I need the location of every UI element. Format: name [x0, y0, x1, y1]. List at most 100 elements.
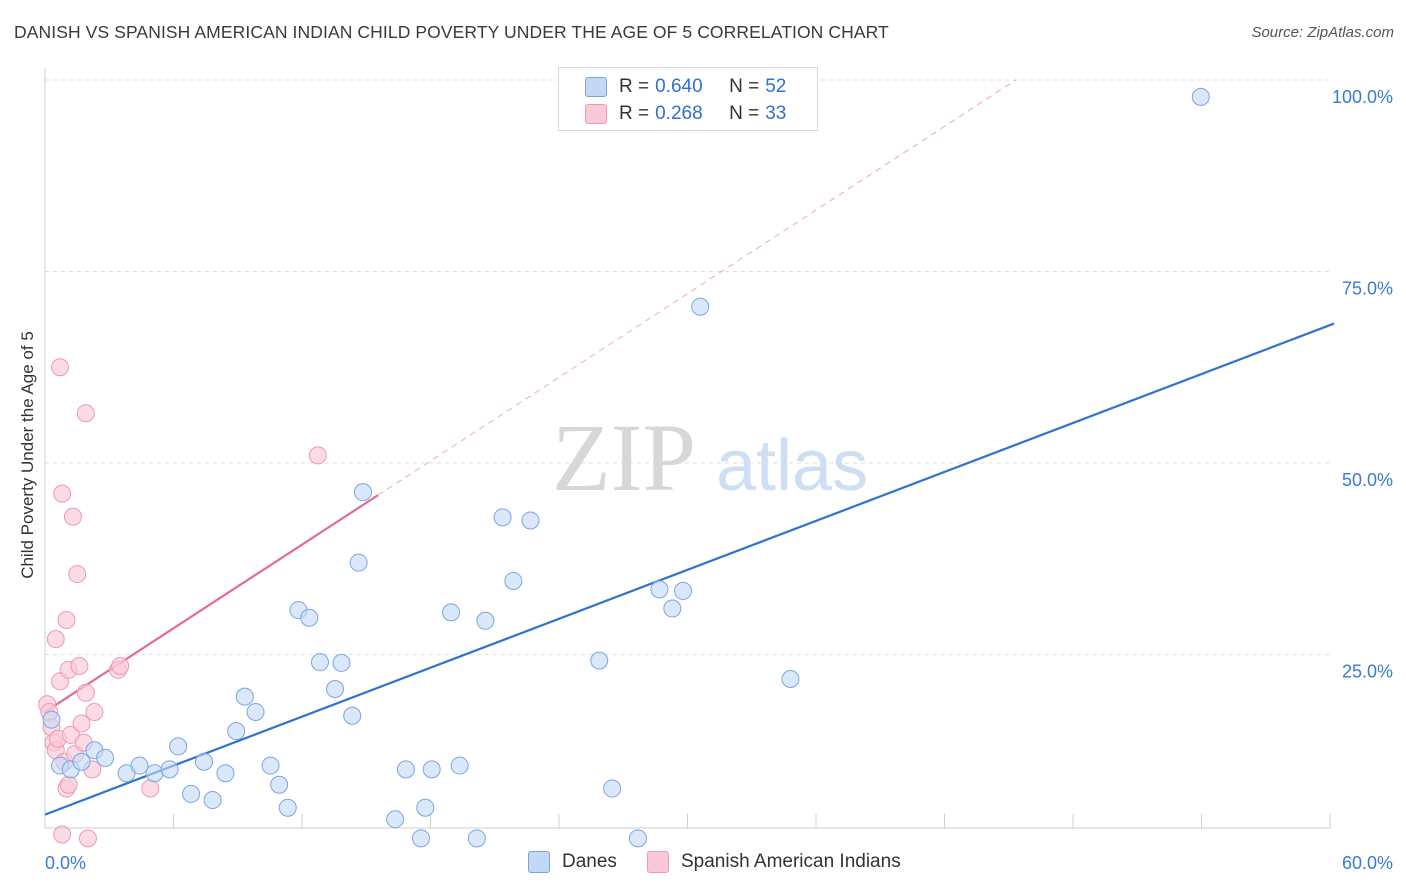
- danes-point-14: [216, 764, 235, 783]
- danes-point-16: [235, 687, 254, 706]
- danes-point-31: [411, 829, 430, 848]
- danes-point-24: [326, 679, 345, 698]
- spanish-trend-extension: [377, 79, 1017, 496]
- danes-point-35: [450, 756, 469, 775]
- spanish-point-21: [72, 714, 91, 733]
- danes-point-18: [261, 756, 280, 775]
- danes-r-label: R =: [619, 76, 650, 97]
- spanish-point-13: [57, 611, 76, 630]
- danes-r-value: 0.640: [655, 76, 703, 97]
- chart-title: DANISH VS SPANISH AMERICAN INDIAN CHILD …: [14, 22, 889, 42]
- danes-legend-swatch: [528, 851, 550, 873]
- spanish-point-29: [111, 656, 130, 675]
- danes-point-27: [349, 553, 368, 572]
- danes-swatch: [585, 77, 607, 97]
- danes-trend-line: [44, 322, 1335, 816]
- spanish-points: [38, 358, 327, 848]
- source-label: Source: ZipAtlas.com: [1251, 24, 1394, 41]
- bottom-legend-spanish[interactable]: Spanish American Indians: [647, 851, 901, 873]
- x-tick-label-min: 0.0%: [45, 853, 86, 873]
- danes-point-11: [182, 784, 201, 803]
- spanish-point-20: [70, 656, 89, 675]
- tick-labels: 25.0% 50.0% 75.0% 100.0% 0.0% 60.0%: [45, 87, 1393, 873]
- spanish-n-label: N =: [729, 103, 760, 124]
- danes-point-44: [650, 580, 669, 599]
- danes-point-48: [781, 670, 800, 689]
- danes-point-3: [72, 752, 91, 771]
- watermark: ZIP atlas: [552, 404, 868, 511]
- y-tick-label-100: 100.0%: [1332, 87, 1393, 107]
- spanish-legend-label: Spanish American Indians: [681, 851, 901, 872]
- spanish-trend-line: [44, 494, 379, 713]
- spanish-point-31: [308, 446, 327, 465]
- danes-point-33: [422, 760, 441, 779]
- spanish-r-label: R =: [619, 103, 650, 124]
- spanish-point-24: [76, 683, 95, 702]
- danes-point-45: [663, 599, 682, 618]
- danes-point-46: [674, 581, 693, 600]
- danes-point-32: [416, 798, 435, 817]
- legend-row-danes: R = 0.640 N = 52: [585, 74, 786, 100]
- y-tick-label-75: 75.0%: [1342, 279, 1393, 299]
- y-tick-label-25: 25.0%: [1342, 662, 1393, 682]
- bottom-legend-danes[interactable]: Danes: [528, 851, 617, 873]
- danes-point-15: [227, 722, 246, 741]
- legend-row-spanish: R = 0.268 N = 33: [585, 101, 786, 127]
- gridlines: [45, 79, 1330, 655]
- danes-point-34: [442, 603, 461, 622]
- danes-point-47: [691, 297, 710, 316]
- danes-point-0: [42, 710, 61, 729]
- spanish-point-9: [53, 825, 72, 844]
- danes-point-12: [194, 752, 213, 771]
- danes-point-13: [203, 791, 222, 810]
- danes-point-23: [310, 653, 329, 672]
- spanish-point-5: [46, 630, 65, 649]
- spanish-point-27: [85, 702, 104, 721]
- y-tick-label-50: 50.0%: [1342, 470, 1393, 490]
- spanish-swatch: [585, 104, 607, 124]
- spanish-point-10: [53, 484, 72, 503]
- danes-point-49: [1191, 87, 1210, 106]
- danes-point-38: [493, 508, 512, 527]
- spanish-point-8: [51, 358, 70, 377]
- danes-point-25: [332, 653, 351, 672]
- danes-point-10: [169, 737, 188, 756]
- danes-point-17: [246, 702, 265, 721]
- spanish-point-17: [63, 507, 82, 526]
- spanish-n-value: 33: [765, 103, 787, 124]
- trend-lines: [44, 79, 1335, 816]
- danes-n-value: 52: [765, 76, 787, 97]
- danes-point-29: [386, 810, 405, 829]
- watermark-atlas: atlas: [716, 426, 868, 506]
- danes-point-8: [145, 764, 164, 783]
- danes-points: [42, 87, 1210, 848]
- spanish-point-25: [78, 829, 97, 848]
- danes-point-41: [590, 651, 609, 670]
- danes-point-43: [628, 829, 647, 848]
- correlation-legend: R = 0.640 N = 52 R = 0.268 N = 33: [558, 67, 818, 131]
- danes-point-36: [467, 829, 486, 848]
- watermark-zip: ZIP: [552, 404, 696, 511]
- x-tick-label-max: 60.0%: [1342, 853, 1393, 873]
- danes-point-9: [160, 760, 179, 779]
- danes-point-40: [521, 511, 540, 530]
- danes-point-20: [278, 798, 297, 817]
- danes-point-28: [353, 483, 372, 502]
- danes-point-7: [130, 756, 149, 775]
- danes-point-22: [300, 608, 319, 627]
- danes-n-label: N =: [729, 76, 760, 97]
- spanish-point-14: [59, 775, 78, 794]
- spanish-point-30: [141, 779, 160, 798]
- danes-point-19: [270, 775, 289, 794]
- danes-point-30: [396, 760, 415, 779]
- danes-point-42: [603, 779, 622, 798]
- spanish-point-23: [76, 404, 95, 423]
- danes-point-39: [504, 571, 523, 590]
- danes-point-5: [96, 748, 115, 767]
- spanish-r-value: 0.268: [655, 103, 703, 124]
- danes-legend-label: Danes: [562, 851, 617, 872]
- spanish-point-19: [68, 565, 87, 584]
- spanish-legend-swatch: [647, 851, 669, 873]
- danes-point-26: [343, 706, 362, 725]
